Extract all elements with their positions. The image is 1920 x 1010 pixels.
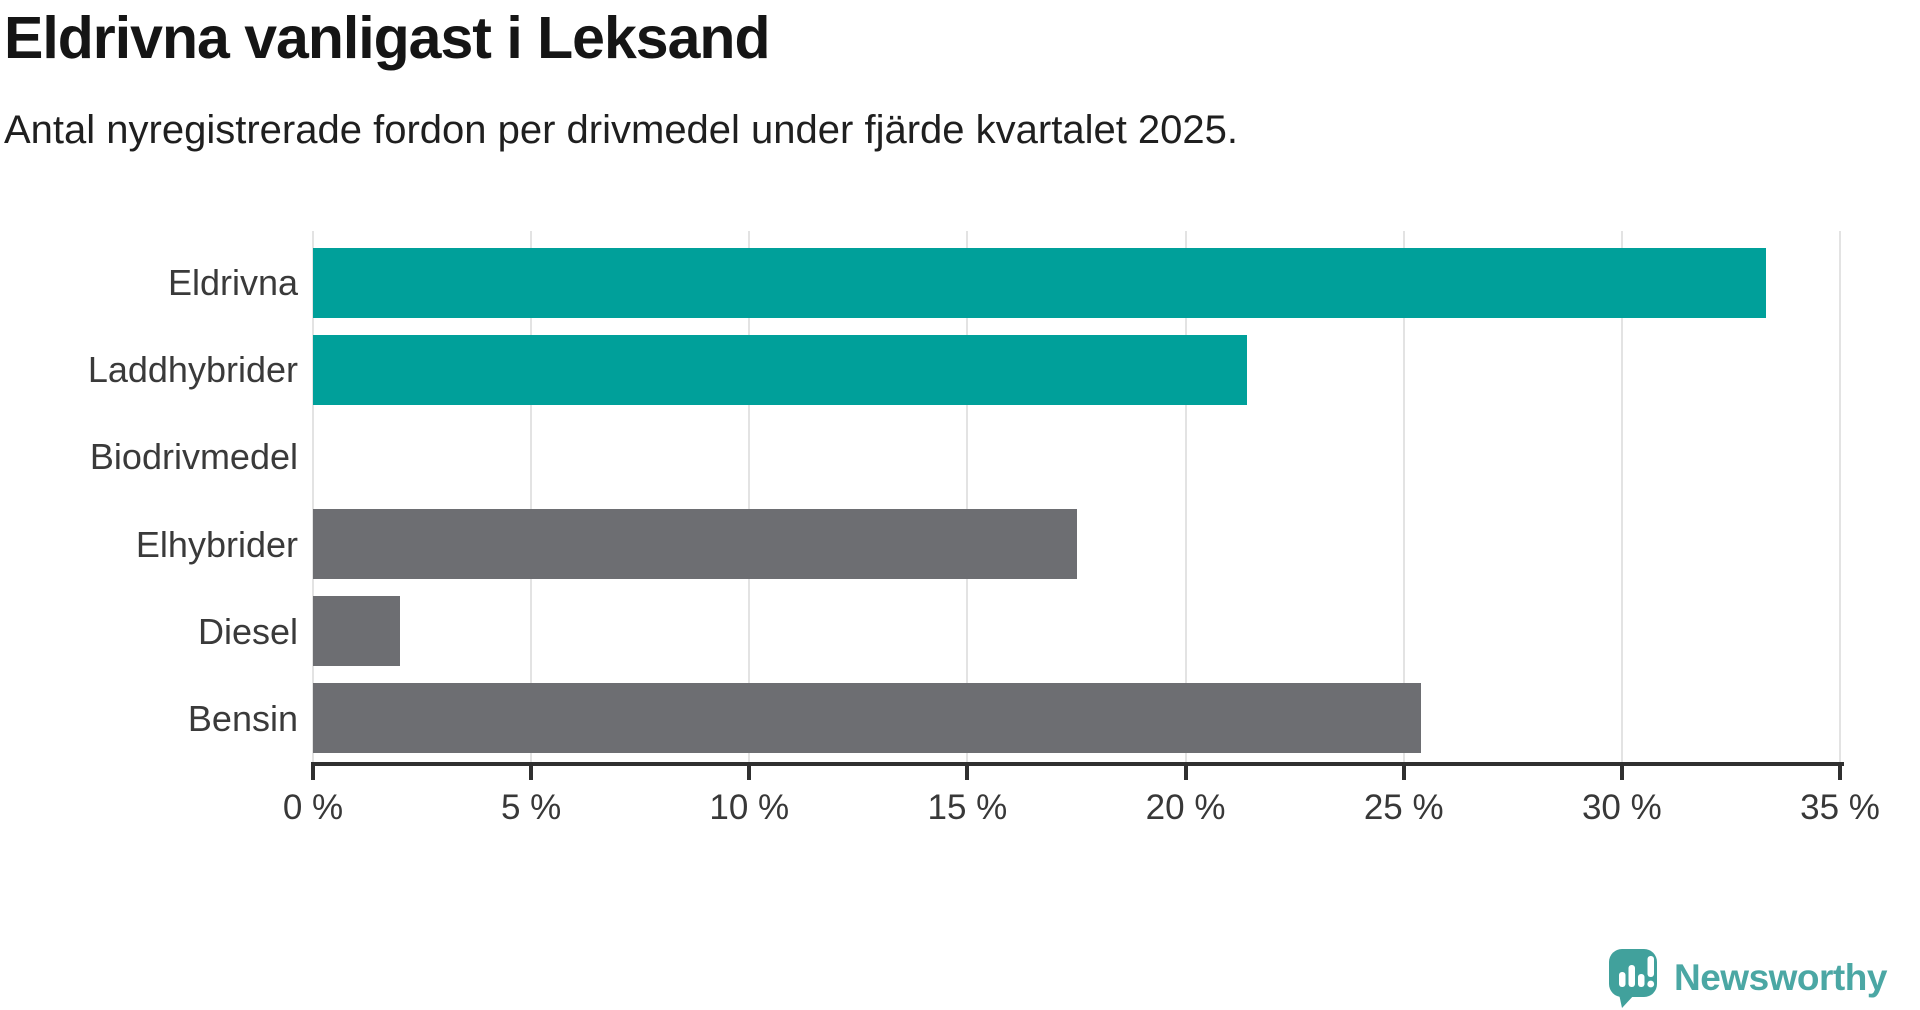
x-tick-mark bbox=[529, 766, 534, 780]
newsworthy-logo-icon bbox=[1608, 948, 1660, 1008]
grid-line-25 bbox=[1402, 231, 1405, 762]
category-label: Biodrivmedel bbox=[89, 436, 298, 478]
page-title: Eldrivna vanligast i Leksand bbox=[4, 5, 771, 71]
x-tick-mark bbox=[1619, 766, 1624, 780]
x-tick-label: 20 % bbox=[1145, 788, 1226, 827]
bar-laddhybrider bbox=[313, 334, 1247, 405]
x-tick-label: 5 % bbox=[500, 788, 562, 827]
x-tick-mark bbox=[965, 766, 970, 780]
grid-line-15 bbox=[966, 231, 969, 762]
brand-footer: Newsworthy bbox=[1608, 948, 1887, 1008]
brand-name: Newsworthy bbox=[1674, 957, 1887, 998]
x-tick-mark bbox=[1401, 766, 1406, 780]
x-tick-mark bbox=[1183, 766, 1188, 780]
x-axis-line bbox=[311, 762, 1844, 766]
x-tick-label: 0 % bbox=[282, 788, 344, 827]
category-label: Bensin bbox=[187, 697, 298, 739]
x-tick-mark bbox=[1838, 766, 1842, 780]
grid-line-20 bbox=[1184, 231, 1187, 762]
x-tick-label: 35 % bbox=[1800, 788, 1880, 827]
x-tick-mark bbox=[747, 766, 752, 780]
grid-line-35 bbox=[1839, 231, 1841, 762]
grid-line-10 bbox=[748, 231, 751, 762]
grid-line-5 bbox=[530, 231, 533, 762]
x-tick-label: 30 % bbox=[1581, 788, 1662, 827]
category-label: Laddhybrider bbox=[87, 349, 298, 391]
category-label: Elhybrider bbox=[135, 523, 298, 565]
chart-subtitle: Antal nyregistrerade fordon per drivmede… bbox=[4, 108, 1239, 152]
grid-line-30 bbox=[1620, 231, 1623, 762]
bar-bensin bbox=[313, 683, 1422, 754]
grid-line-0 bbox=[312, 231, 314, 762]
x-tick-label: 15 % bbox=[927, 788, 1008, 827]
category-label: Diesel bbox=[197, 610, 298, 652]
bar-eldrivna bbox=[313, 247, 1766, 318]
x-tick-label: 25 % bbox=[1363, 788, 1444, 827]
x-tick-label: 10 % bbox=[709, 788, 790, 827]
bar-diesel bbox=[313, 596, 401, 667]
x-tick-mark bbox=[311, 766, 315, 780]
category-label: Eldrivna bbox=[167, 262, 298, 303]
bar-elhybrider bbox=[313, 509, 1077, 580]
